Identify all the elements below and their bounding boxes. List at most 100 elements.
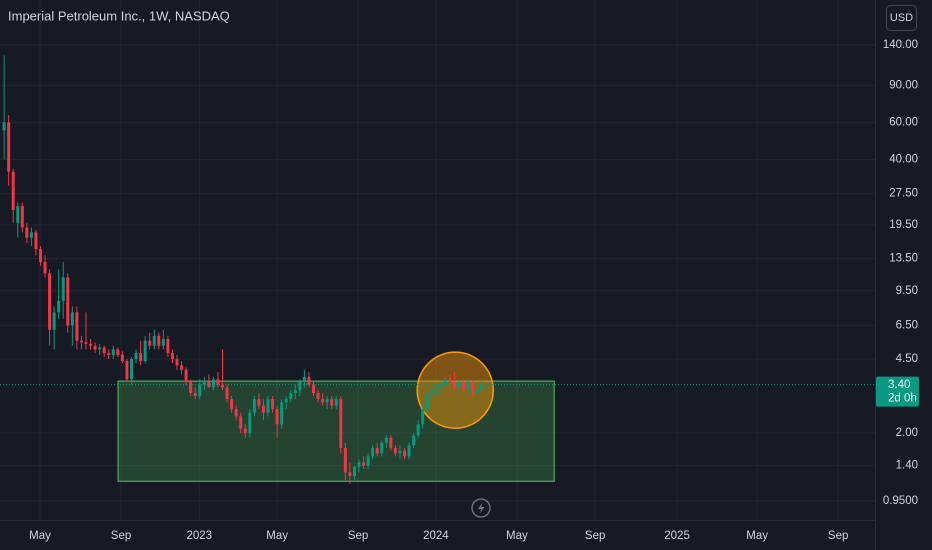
x-tick-label: May xyxy=(29,530,51,542)
candle-body xyxy=(330,399,334,406)
candle-body xyxy=(79,340,83,343)
price-label-box xyxy=(876,376,919,407)
y-tick-label: 19.50 xyxy=(889,219,918,231)
price-label: 3.40 xyxy=(888,379,910,391)
candle-body xyxy=(107,353,111,356)
candle-body xyxy=(139,353,143,362)
candle-body xyxy=(339,399,343,448)
x-tick-label: Sep xyxy=(585,530,605,542)
candle-body xyxy=(443,379,447,385)
candle-body xyxy=(102,347,106,354)
candle-body xyxy=(116,349,120,356)
candle-body xyxy=(362,462,366,466)
candle-body xyxy=(34,232,38,250)
y-tick-label: 2.00 xyxy=(896,427,918,439)
candle-body xyxy=(84,342,88,345)
candle-body xyxy=(316,393,320,400)
candle-body xyxy=(448,379,452,382)
candle-body xyxy=(289,393,293,400)
candle-body xyxy=(70,312,74,326)
candle-body xyxy=(375,447,379,454)
candle-body xyxy=(248,412,252,434)
candle-body xyxy=(271,399,275,410)
candle-body xyxy=(293,390,297,394)
grid xyxy=(0,0,875,520)
candle-body xyxy=(393,447,397,454)
highlight-circle xyxy=(416,351,495,429)
candle-body xyxy=(439,384,443,388)
candle-body xyxy=(366,456,370,466)
x-tick-label: 2023 xyxy=(187,530,213,542)
candle-body xyxy=(252,399,256,413)
candle-body xyxy=(321,399,325,403)
candle-body xyxy=(302,376,306,382)
candle-body xyxy=(357,462,361,467)
candle-body xyxy=(130,358,134,380)
candle-body xyxy=(466,381,470,391)
x-tick-label: 2025 xyxy=(664,530,690,542)
candle-body xyxy=(230,399,234,410)
y-tick-label: 13.50 xyxy=(889,253,918,265)
currency-label[interactable]: USD xyxy=(890,12,913,24)
candle-body xyxy=(457,381,461,388)
candle-body xyxy=(157,335,161,346)
candle-body xyxy=(98,347,102,350)
candle-body xyxy=(312,384,316,394)
candle-body xyxy=(225,387,229,400)
candle-body xyxy=(20,206,24,228)
x-tick-label: Sep xyxy=(111,530,131,542)
x-tick-label: May xyxy=(266,530,288,542)
lightning-icon[interactable] xyxy=(471,498,491,518)
candle-body xyxy=(416,424,420,436)
candle-body xyxy=(211,379,215,388)
candle-body xyxy=(384,437,388,443)
candle-body xyxy=(453,381,457,388)
candle-body xyxy=(111,349,115,356)
y-tick-label: 60.00 xyxy=(889,116,918,128)
candle-body xyxy=(275,409,279,425)
candle-body xyxy=(398,450,402,454)
candle-body xyxy=(284,399,288,403)
candles xyxy=(2,55,484,484)
candle-body xyxy=(43,262,47,274)
candle-body xyxy=(66,277,70,326)
candle-body xyxy=(434,387,438,391)
candle-body xyxy=(266,399,270,413)
candle-body xyxy=(184,369,188,382)
candle-body xyxy=(125,361,129,380)
candle-body xyxy=(334,399,338,406)
candle-body xyxy=(403,450,407,457)
candle-body xyxy=(11,171,15,210)
candle-body xyxy=(7,122,11,172)
candle-body xyxy=(75,312,79,341)
candle-body xyxy=(25,227,29,238)
candle-body xyxy=(480,384,484,391)
x-tick-label: 2024 xyxy=(423,530,449,542)
candle-body xyxy=(371,447,375,457)
candle-body xyxy=(421,409,425,425)
candle-body xyxy=(198,384,202,397)
x-tick-label: Sep xyxy=(828,530,848,542)
axes: 140.00 90.00 60.00 40.00 27.50 19.50 13.50 9.50… xyxy=(29,39,919,542)
candle-body xyxy=(234,409,238,417)
candle-body xyxy=(380,442,384,454)
x-tick-label: May xyxy=(746,530,768,542)
candle-body xyxy=(166,339,170,354)
candle-body xyxy=(189,381,193,394)
candle-body xyxy=(48,273,52,330)
candle-body xyxy=(207,381,211,388)
candle-body xyxy=(407,445,411,457)
candle-body xyxy=(52,312,56,330)
candle-body xyxy=(152,335,156,346)
currency-button[interactable] xyxy=(886,5,917,31)
y-tick-label: 140.00 xyxy=(883,39,918,51)
y-tick-label: 1.40 xyxy=(896,460,918,472)
candle-body xyxy=(216,379,220,385)
candle-body xyxy=(2,122,6,131)
candle-body xyxy=(471,381,475,394)
candle-body xyxy=(430,390,434,394)
candle-body xyxy=(325,399,329,403)
